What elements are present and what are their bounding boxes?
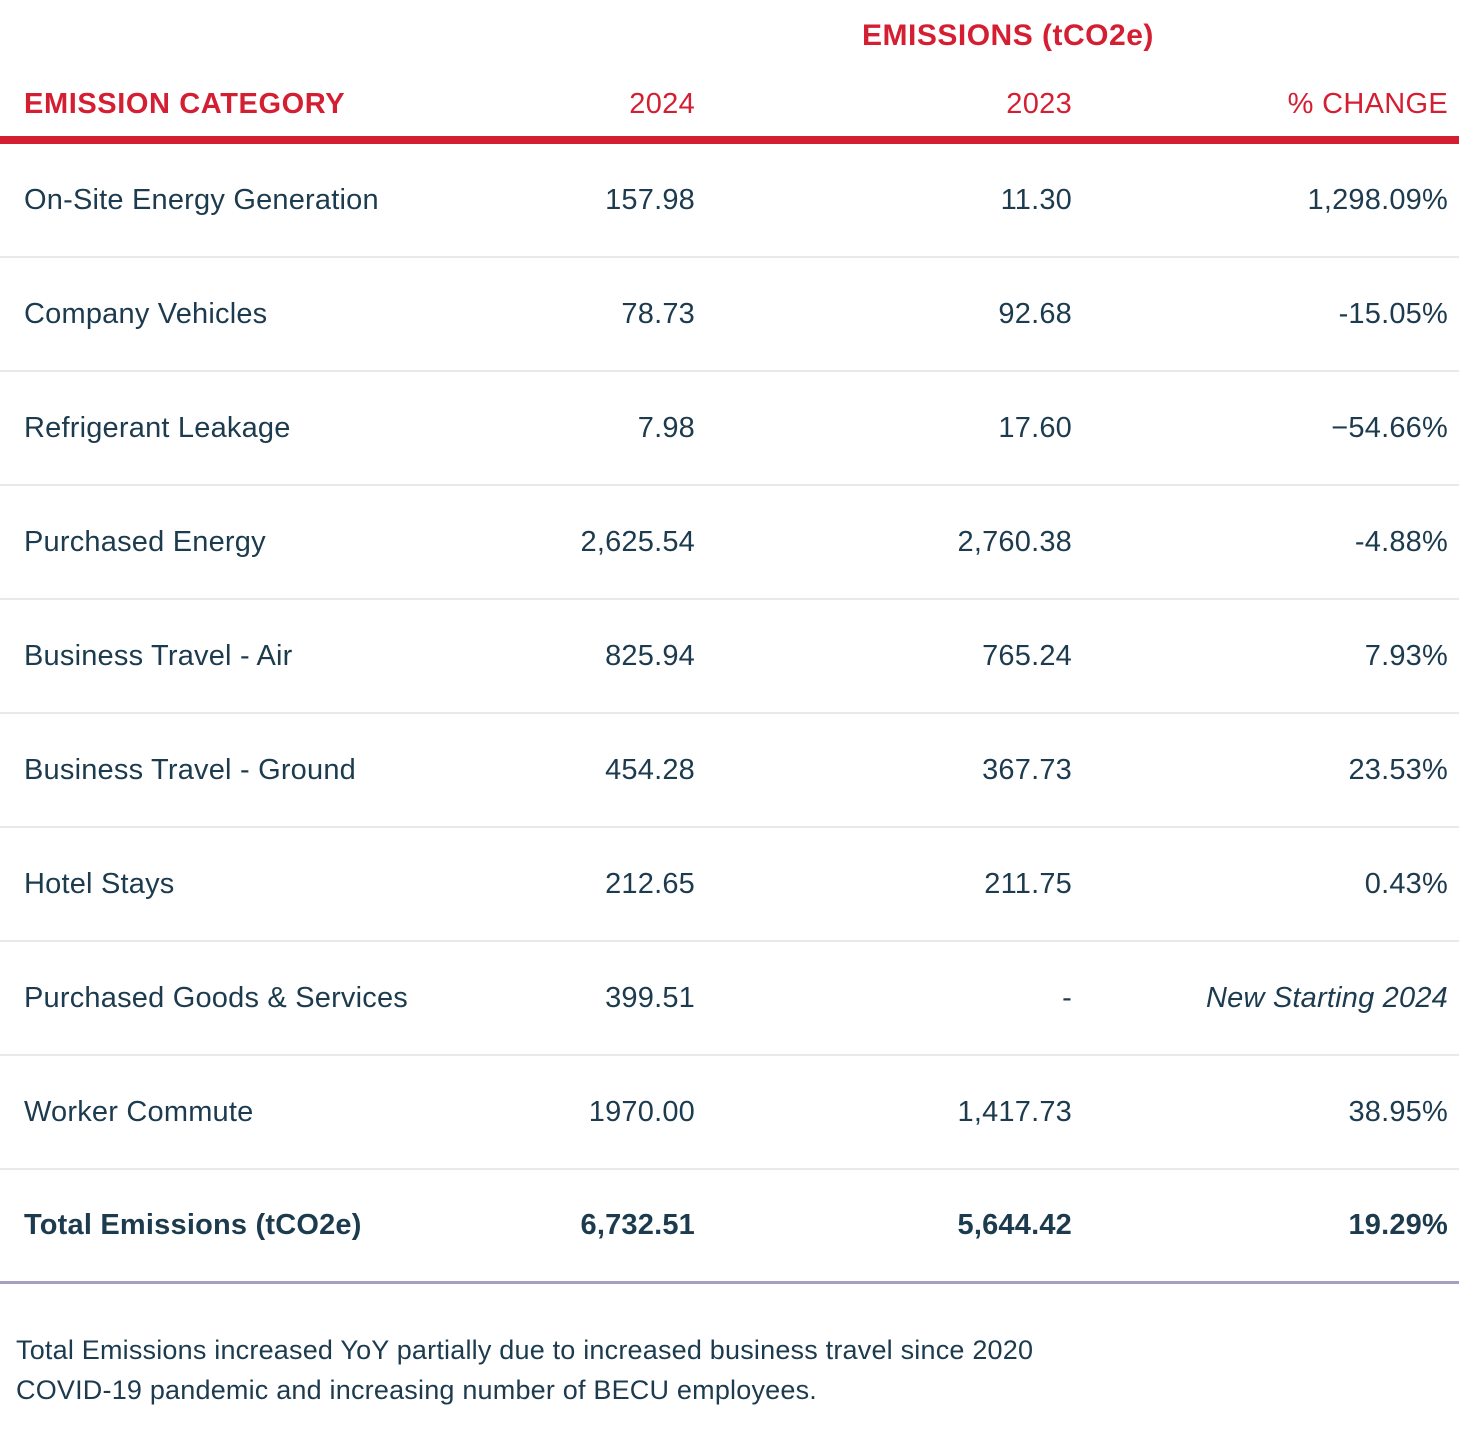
row-2024-value: 2,625.54 [580,525,695,558]
row-2023-value: 92.68 [998,297,1072,330]
column-header-emission-category: EMISSION CATEGORY [24,87,346,120]
row-category: Total Emissions (tCO2e) [24,1209,362,1241]
row-change-value: -15.05% [1338,297,1448,330]
row-2024-value: 212.65 [605,867,695,900]
row-change-value: -4.88% [1354,525,1448,558]
row-change-value: 7.93% [1364,639,1448,672]
table-row: Purchased Energy 2,625.54 2,760.38 -4.88% [0,486,1459,600]
row-2024-value: 825.94 [605,639,695,672]
column-header-2024: 2024 [629,87,695,120]
table-row: Worker Commute 1970.00 1,417.73 38.95% [0,1056,1459,1170]
table-group-header-band: EMISSIONS (tCO2e) [0,0,1459,72]
row-category: Purchased Energy [24,525,266,558]
row-change-value: 38.95% [1348,1095,1448,1128]
row-2023-value: 211.75 [984,867,1072,900]
row-change-value: 19.29% [1348,1209,1448,1241]
table-footnote: Total Emissions increased YoY partially … [16,1335,1034,1405]
row-2023-value: 5,644.42 [957,1209,1072,1241]
row-change-value: 1,298.09% [1307,183,1448,216]
table-group-header: EMISSIONS (tCO2e) [862,19,1154,52]
table-row: Refrigerant Leakage 7.98 17.60 −54.66% [0,372,1459,486]
row-category: Company Vehicles [24,297,268,330]
row-2023-value: 367.73 [982,753,1072,786]
row-2024-value: 399.51 [605,981,695,1014]
row-2024-value: 1970.00 [588,1095,695,1128]
row-category: Business Travel - Ground [24,753,356,786]
row-2024-value: 454.28 [605,753,695,786]
table-row: On-Site Energy Generation 157.98 11.30 1,29… [0,144,1459,258]
row-2024-value: 157.98 [605,183,695,216]
row-change-value: −54.66% [1331,411,1448,444]
row-category: Hotel Stays [24,867,175,900]
table-row: Hotel Stays 212.65 211.75 0.43% [0,828,1459,942]
row-change-value: New Starting 2024 [1206,981,1448,1014]
column-header-2023: 2023 [1006,87,1072,120]
row-2023-value: 1,417.73 [957,1095,1072,1128]
row-2024-value: 7.98 [637,411,695,444]
table-header-row: EMISSION CATEGORY 2024 2023 % CHANGE [0,72,1459,144]
table-row: Business Travel - Air 825.94 765.24 7.93% [0,600,1459,714]
row-category: Worker Commute [24,1095,254,1128]
row-2024-value: 78.73 [621,297,695,330]
row-change-value: 23.53% [1348,753,1448,786]
column-header-percent-change: % CHANGE [1287,87,1448,120]
row-change-value: 0.43% [1364,867,1448,900]
table-body: On-Site Energy Generation 157.98 11.30 1,29… [0,144,1459,1284]
row-category: On-Site Energy Generation [24,183,379,216]
row-2024-value: 6,732.51 [580,1209,695,1241]
emissions-report-table: EMISSIONS (tCO2e) EMISSION CATEGORY 2024… [0,0,1459,1405]
row-category: Refrigerant Leakage [24,411,291,444]
table-row: Company Vehicles 78.73 92.68 -15.05% [0,258,1459,372]
row-2023-value: 11.30 [1000,183,1072,216]
table-row: Business Travel - Ground 454.28 367.73 23.5… [0,714,1459,828]
row-category: Business Travel - Air [24,639,293,672]
row-category: Purchased Goods & Services [24,981,408,1014]
row-2023-value: - [1062,981,1072,1014]
table-row: Purchased Goods & Services 399.51 - New Sta… [0,942,1459,1056]
row-2023-value: 765.24 [982,639,1072,672]
row-2023-value: 17.60 [998,411,1072,444]
row-2023-value: 2,760.38 [957,525,1072,558]
table-total-row: Total Emissions (tCO2e) 6,732.51 5,644.42 1… [0,1170,1459,1284]
